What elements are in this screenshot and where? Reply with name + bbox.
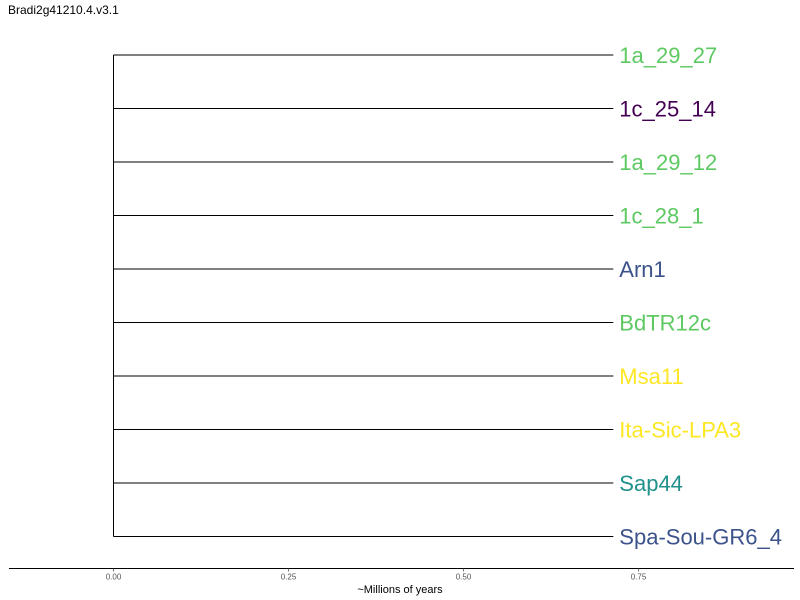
x-axis: 0.00 0.25 0.50 0.75 (9, 568, 794, 582)
leaf-label: Msa11 (619, 364, 683, 389)
leaf-label: 1c_28_1 (619, 204, 703, 229)
leaf-label: 1c_25_14 (619, 97, 716, 122)
branches (113, 54, 614, 537)
leaf-label: Ita-Sic-LPA3 (619, 418, 741, 443)
x-tick-label: 0.50 (456, 573, 472, 582)
x-tick-label: 0.25 (281, 573, 297, 582)
x-tick-label: 0.00 (106, 573, 122, 582)
chart-title: Bradi2g41210.4.v3.1 (8, 3, 119, 17)
leaf-label: Arn1 (619, 257, 665, 282)
x-tick-label: 0.75 (631, 573, 647, 582)
leaf-label: Sap44 (619, 471, 683, 496)
leaf-label: Spa-Sou-GR6_4 (619, 525, 782, 550)
leaf-label: BdTR12c (619, 311, 711, 336)
leaf-label: 1a_29_27 (619, 43, 717, 68)
leaf-labels: 1a_29_27 1c_25_14 1a_29_12 1c_28_1 Arn1 BdTR1… (619, 43, 782, 550)
leaf-label: 1a_29_12 (619, 150, 717, 175)
x-axis-label: ~Millions of years (357, 584, 443, 596)
